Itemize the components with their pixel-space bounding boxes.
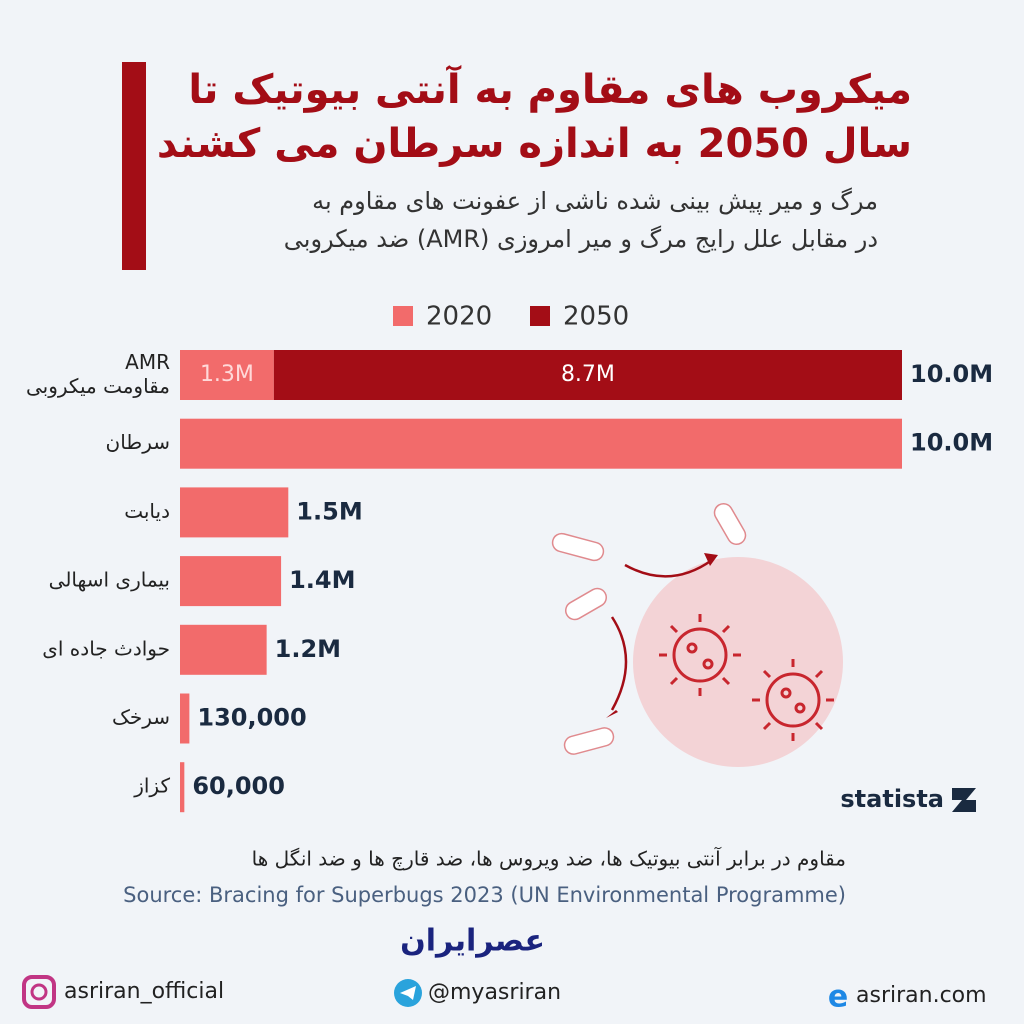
bar-segment xyxy=(273,350,902,400)
category-label: بیماری اسهالی xyxy=(49,568,170,592)
illustration-circle xyxy=(633,557,843,767)
bar-segment xyxy=(180,624,267,675)
bar-segment xyxy=(180,487,289,538)
legend-swatch xyxy=(530,306,550,326)
legend-swatch xyxy=(393,306,413,326)
category-label: حوادث جاده ای xyxy=(42,636,170,660)
total-label: 130,000 xyxy=(197,704,306,732)
category-label: کزاز xyxy=(133,774,170,798)
category-label: AMR مقاومت میکروبی xyxy=(26,350,170,398)
website-icon: e xyxy=(828,980,848,1015)
logo: عصرایران xyxy=(400,924,545,959)
total-label: 1.4M xyxy=(289,566,355,594)
source: Source: Bracing for Superbugs 2023 (UN E… xyxy=(123,883,846,907)
illustration xyxy=(551,502,843,767)
segment-label: 1.3M xyxy=(200,362,254,387)
virus xyxy=(659,614,834,741)
category-label: سرخک xyxy=(112,705,170,729)
title-line: میکروب های مقاوم به آنتی بیوتیک تا xyxy=(188,64,912,113)
accent-bar xyxy=(122,62,146,270)
total-label: 1.2M xyxy=(275,635,341,663)
bar-segment xyxy=(180,418,902,469)
title-line: سال 2050 به اندازه سرطان می کشند xyxy=(157,121,912,167)
total-label: 60,000 xyxy=(192,772,285,800)
instagram-icon xyxy=(22,975,56,1009)
segment-label: 8.7M xyxy=(561,362,615,387)
category-label: سرطان xyxy=(106,430,171,454)
telegram-handle[interactable]: @myasriran xyxy=(428,980,561,1005)
credit-icon xyxy=(952,788,976,812)
bar-segment xyxy=(180,693,190,744)
legend-label: 2020 xyxy=(426,302,492,332)
bar-segment xyxy=(180,762,185,813)
note: مقاوم در برابر آنتی بیوتیک ها، ضد ویروس … xyxy=(252,846,846,872)
bar-segment xyxy=(180,350,274,400)
legend-label: 2050 xyxy=(563,302,629,332)
total-label: 1.5M xyxy=(296,497,362,525)
total-label: 10.0M xyxy=(910,360,993,388)
arrows xyxy=(610,558,713,711)
instagram-icon-lens xyxy=(30,983,48,1001)
total-label: 10.0M xyxy=(910,429,993,457)
credit: statista xyxy=(840,785,944,813)
subtitle-line: مرگ و میر پیش بینی شده ناشی از عفونت های… xyxy=(312,187,878,215)
bar-segment xyxy=(180,556,282,607)
instagram-handle[interactable]: asriran_official xyxy=(64,979,224,1004)
telegram-plane xyxy=(400,986,416,1000)
subtitle-line: ضد میکروبی (AMR) در مقابل علل رایج مرگ و… xyxy=(284,225,878,253)
category-label: دیابت xyxy=(124,499,170,523)
pills xyxy=(551,502,747,755)
website[interactable]: asriran.com xyxy=(856,983,987,1008)
